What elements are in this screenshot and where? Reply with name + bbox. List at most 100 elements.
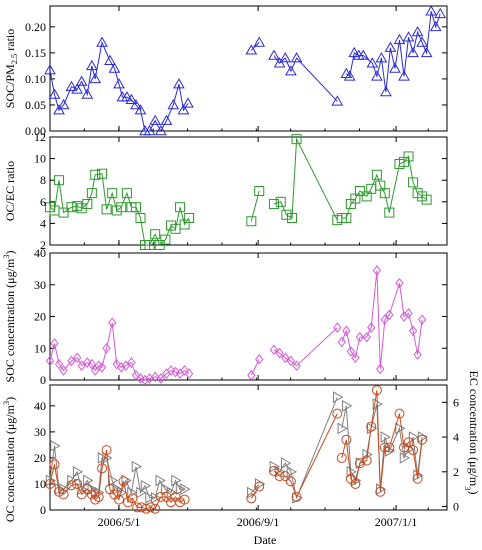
data-point xyxy=(50,439,61,452)
data-point xyxy=(380,85,392,97)
data-point xyxy=(379,188,390,199)
data-point xyxy=(337,336,346,348)
data-point xyxy=(417,434,428,445)
x-tick-label: 2007/1/1 xyxy=(375,515,418,529)
panel-frame-oc-ec-conc xyxy=(49,384,448,511)
data-point xyxy=(53,104,65,115)
y-tick-label: 0.10 xyxy=(25,72,46,86)
data-point xyxy=(285,476,296,487)
data-point xyxy=(177,104,190,115)
data-point xyxy=(411,26,424,37)
data-point xyxy=(291,491,302,502)
oc-ec-line xyxy=(273,137,338,221)
data-point xyxy=(145,491,156,504)
data-point xyxy=(269,460,280,473)
chart-marks xyxy=(44,5,447,514)
data-point xyxy=(180,365,189,376)
data-point xyxy=(130,202,141,213)
y-tick-label: 20 xyxy=(34,310,46,324)
y2-tick-label: 2 xyxy=(453,465,459,479)
data-point xyxy=(127,357,136,368)
y2-tick-label: 6 xyxy=(453,395,459,409)
data-point xyxy=(375,52,388,63)
data-point xyxy=(280,471,291,482)
data-point xyxy=(175,202,186,213)
data-point xyxy=(402,31,415,42)
y-tick-label: 10 xyxy=(34,341,46,355)
data-point xyxy=(395,277,404,289)
y-axis-label-soc-pm25: SOC/PM2.5 ratio xyxy=(3,29,19,109)
y-tick-label: 10 xyxy=(34,152,46,166)
data-point xyxy=(97,168,108,179)
data-point xyxy=(375,486,386,497)
data-point xyxy=(407,46,419,58)
data-point xyxy=(71,83,84,94)
y2-axis-label-oc-ec-conc: EC concentration (μg/m3) xyxy=(463,371,481,495)
data-point xyxy=(82,198,93,209)
data-point xyxy=(156,373,165,384)
data-point xyxy=(341,213,352,223)
data-point xyxy=(253,36,266,47)
y-tick-label: 0.00 xyxy=(25,124,46,138)
data-point xyxy=(337,422,348,435)
data-point xyxy=(274,471,285,482)
data-point xyxy=(287,213,298,223)
data-point xyxy=(121,360,130,372)
data-point xyxy=(107,188,118,199)
y-axis-label-oc-ec: OC/EC ratio xyxy=(3,161,17,221)
data-point xyxy=(389,62,401,73)
data-point xyxy=(395,422,406,435)
y2-tick-label: 0 xyxy=(453,500,459,514)
data-point xyxy=(281,352,290,364)
y2-tick-label: 4 xyxy=(453,430,459,444)
data-point xyxy=(366,421,377,432)
data-point xyxy=(151,371,160,383)
data-point xyxy=(394,408,405,419)
data-point xyxy=(135,213,146,223)
data-point xyxy=(118,476,129,487)
data-point xyxy=(380,431,391,443)
data-point xyxy=(85,59,98,71)
data-point xyxy=(50,338,59,349)
data-point xyxy=(291,134,302,145)
data-point xyxy=(348,46,361,58)
data-point xyxy=(254,481,265,492)
axis-labels: Date 0.00 0.05 0.10 0.15 0.20 SOC/PM2.5 ratio… xyxy=(2,20,481,547)
data-point xyxy=(279,52,292,63)
panel-frame-soc-pm25 xyxy=(49,5,448,132)
data-point xyxy=(403,437,414,448)
data-point xyxy=(54,358,64,370)
y-axis-label-soc-conc: SOC concentration (μg/m3) xyxy=(2,251,17,383)
data-point xyxy=(404,308,413,319)
data-point xyxy=(408,431,420,443)
data-point xyxy=(384,207,395,218)
data-point xyxy=(117,361,126,373)
data-point xyxy=(273,57,286,68)
data-point xyxy=(281,457,292,469)
data-point xyxy=(275,465,286,478)
data-point xyxy=(361,455,372,466)
data-point xyxy=(420,46,433,58)
data-point xyxy=(127,486,138,499)
data-point xyxy=(75,75,88,86)
ec-line xyxy=(49,445,185,499)
oc-line xyxy=(273,413,338,499)
data-point xyxy=(246,216,257,227)
data-point xyxy=(413,349,422,360)
data-point xyxy=(149,114,162,125)
data-point xyxy=(160,234,171,245)
data-point xyxy=(182,97,194,108)
data-point xyxy=(136,373,145,384)
data-point xyxy=(86,188,97,199)
y-tick-label: 30 xyxy=(34,278,46,292)
data-point xyxy=(357,49,370,60)
data-point xyxy=(268,49,280,60)
data-point xyxy=(87,358,96,370)
data-point xyxy=(101,445,112,456)
data-point xyxy=(281,209,292,220)
data-point xyxy=(116,202,127,213)
data-point xyxy=(67,474,78,487)
data-point xyxy=(416,36,428,47)
data-point xyxy=(83,357,92,368)
data-point xyxy=(333,391,344,404)
